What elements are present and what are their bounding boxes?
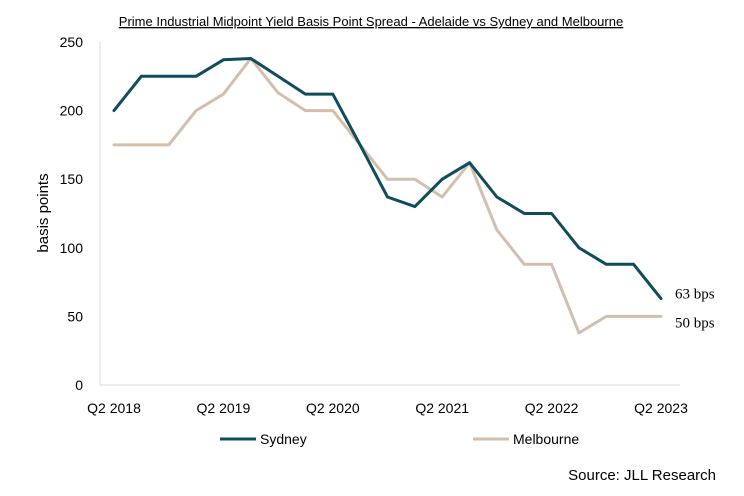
legend-label-melbourne: Melbourne bbox=[513, 431, 579, 447]
end-label-melbourne: 50 bps bbox=[675, 315, 715, 331]
y-tick-label: 250 bbox=[60, 34, 84, 50]
series-line-melbourne bbox=[112, 57, 663, 335]
series-lines bbox=[112, 57, 663, 335]
x-tick-label: Q2 2018 bbox=[87, 400, 141, 416]
y-tick-label: 150 bbox=[60, 171, 84, 187]
end-label-sydney: 63 bps bbox=[675, 287, 715, 303]
y-tick-label: 100 bbox=[60, 240, 84, 256]
end-labels: 63 bps 50 bps bbox=[675, 287, 715, 332]
x-tick-label: Q2 2023 bbox=[634, 400, 688, 416]
x-tick-label: Q2 2022 bbox=[525, 400, 579, 416]
x-tick-label: Q2 2021 bbox=[415, 400, 469, 416]
y-axis-label: basis points bbox=[35, 173, 52, 252]
y-tick-labels: 0 50 100 150 200 250 bbox=[60, 34, 84, 393]
y-tick-label: 0 bbox=[75, 377, 83, 393]
x-tick-label: Q2 2019 bbox=[197, 400, 251, 416]
legend: Sydney Melbourne bbox=[220, 431, 579, 447]
y-tick-label: 200 bbox=[60, 103, 84, 119]
chart-title: Prime Industrial Midpoint Yield Basis Po… bbox=[119, 14, 623, 29]
series-line-sydney bbox=[112, 57, 663, 301]
y-tick-label: 50 bbox=[67, 308, 83, 324]
x-tick-labels: Q2 2018 Q2 2019 Q2 2020 Q2 2021 Q2 2022 Q2 20… bbox=[87, 400, 688, 416]
legend-label-sydney: Sydney bbox=[260, 431, 307, 447]
x-tick-label: Q2 2020 bbox=[306, 400, 360, 416]
source-note: Source: JLL Research bbox=[568, 467, 716, 484]
